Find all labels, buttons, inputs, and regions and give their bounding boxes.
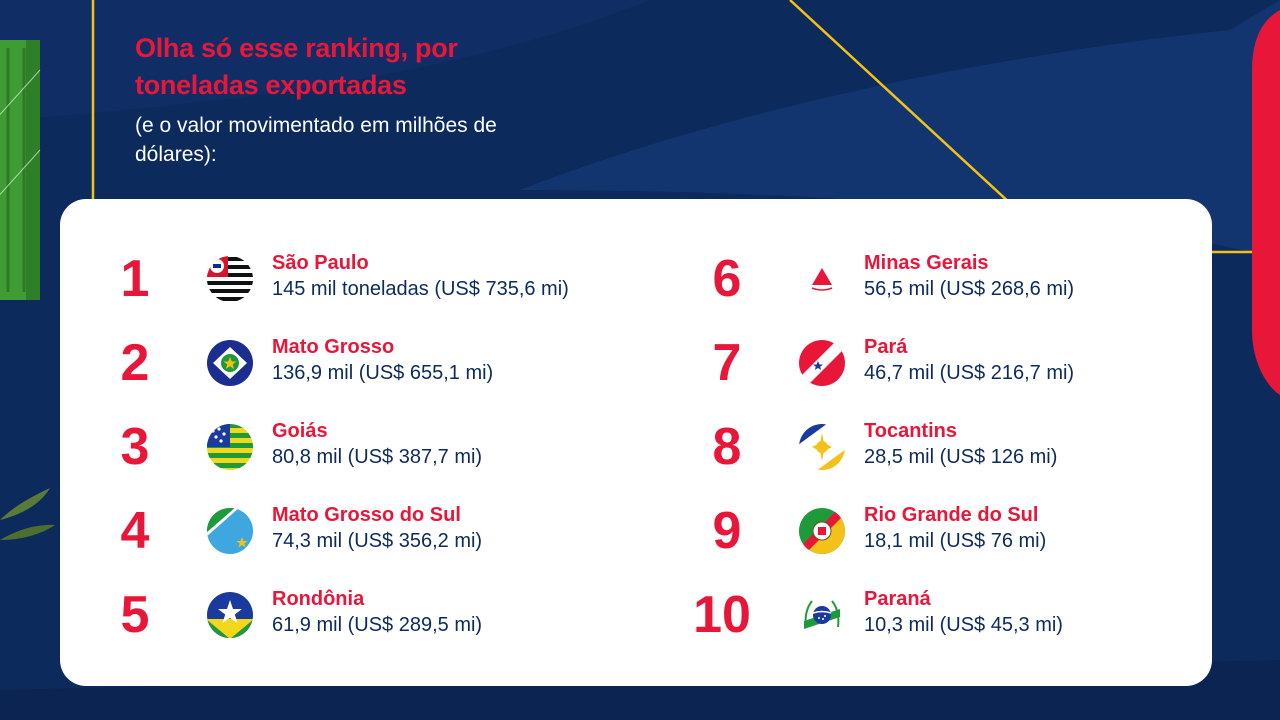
sao-paulo-flag-icon <box>206 255 254 303</box>
page-subtitle: (e o valor movimentado em milhões de dól… <box>135 114 497 166</box>
state-name: Minas Gerais <box>864 252 989 274</box>
rank-number: 8 <box>712 418 742 476</box>
state-value: 136,9 mil (US$ 655,1 mi) <box>272 362 494 384</box>
state-value: 56,5 mil (US$ 268,6 mi) <box>864 278 1075 300</box>
state-name: Goiás <box>272 420 328 442</box>
state-name: Mato Grosso do Sul <box>272 504 461 526</box>
rank-number: 4 <box>120 502 150 560</box>
state-name: São Paulo <box>272 252 369 274</box>
state-value: 18,1 mil (US$ 76 mi) <box>864 530 1047 552</box>
rank-number: 2 <box>120 334 150 392</box>
parana-flag-icon <box>798 591 846 639</box>
state-name: Pará <box>864 336 908 358</box>
rank-number: 3 <box>120 418 150 476</box>
state-value: 80,8 mil (US$ 387,7 mi) <box>272 446 483 468</box>
state-value: 74,3 mil (US$ 356,2 mi) <box>272 530 483 552</box>
state-name: Tocantins <box>864 420 957 442</box>
rank-number: 5 <box>120 586 150 644</box>
state-name: Rondônia <box>272 588 365 610</box>
rio-grande-do-sul-flag-icon <box>798 507 846 555</box>
rondonia-flag-icon <box>206 591 254 639</box>
page-title: Olha só esse ranking, por toneladas expo… <box>135 33 458 100</box>
state-name: Paraná <box>864 588 931 610</box>
state-value: 61,9 mil (US$ 289,5 mi) <box>272 614 483 636</box>
state-name: Mato Grosso <box>272 336 395 358</box>
state-value: 145 mil toneladas (US$ 735,6 mi) <box>272 278 569 300</box>
state-value: 10,3 mil (US$ 45,3 mi) <box>864 614 1063 636</box>
green-container-graphic <box>0 40 41 300</box>
rank-number: 7 <box>712 334 742 392</box>
goias-flag-icon <box>206 423 254 471</box>
rank-number: 6 <box>712 250 742 308</box>
state-name: Rio Grande do Sul <box>864 504 1039 526</box>
para-flag-icon <box>798 339 846 387</box>
ranking-card: 1 São Paulo 145 mil toneladas (US$ 735,6… <box>60 199 1212 686</box>
minas-gerais-flag-icon <box>798 255 846 303</box>
state-value: 46,7 mil (US$ 216,7 mi) <box>864 362 1075 384</box>
mato-grosso-do-sul-flag-icon <box>206 507 254 555</box>
mato-grosso-flag-icon <box>206 339 254 387</box>
tocantins-flag-icon <box>798 423 846 471</box>
rank-number: 9 <box>712 502 742 560</box>
rank-number: 1 <box>120 250 150 308</box>
state-value: 28,5 mil (US$ 126 mi) <box>864 446 1058 468</box>
rank-number: 10 <box>693 586 751 644</box>
